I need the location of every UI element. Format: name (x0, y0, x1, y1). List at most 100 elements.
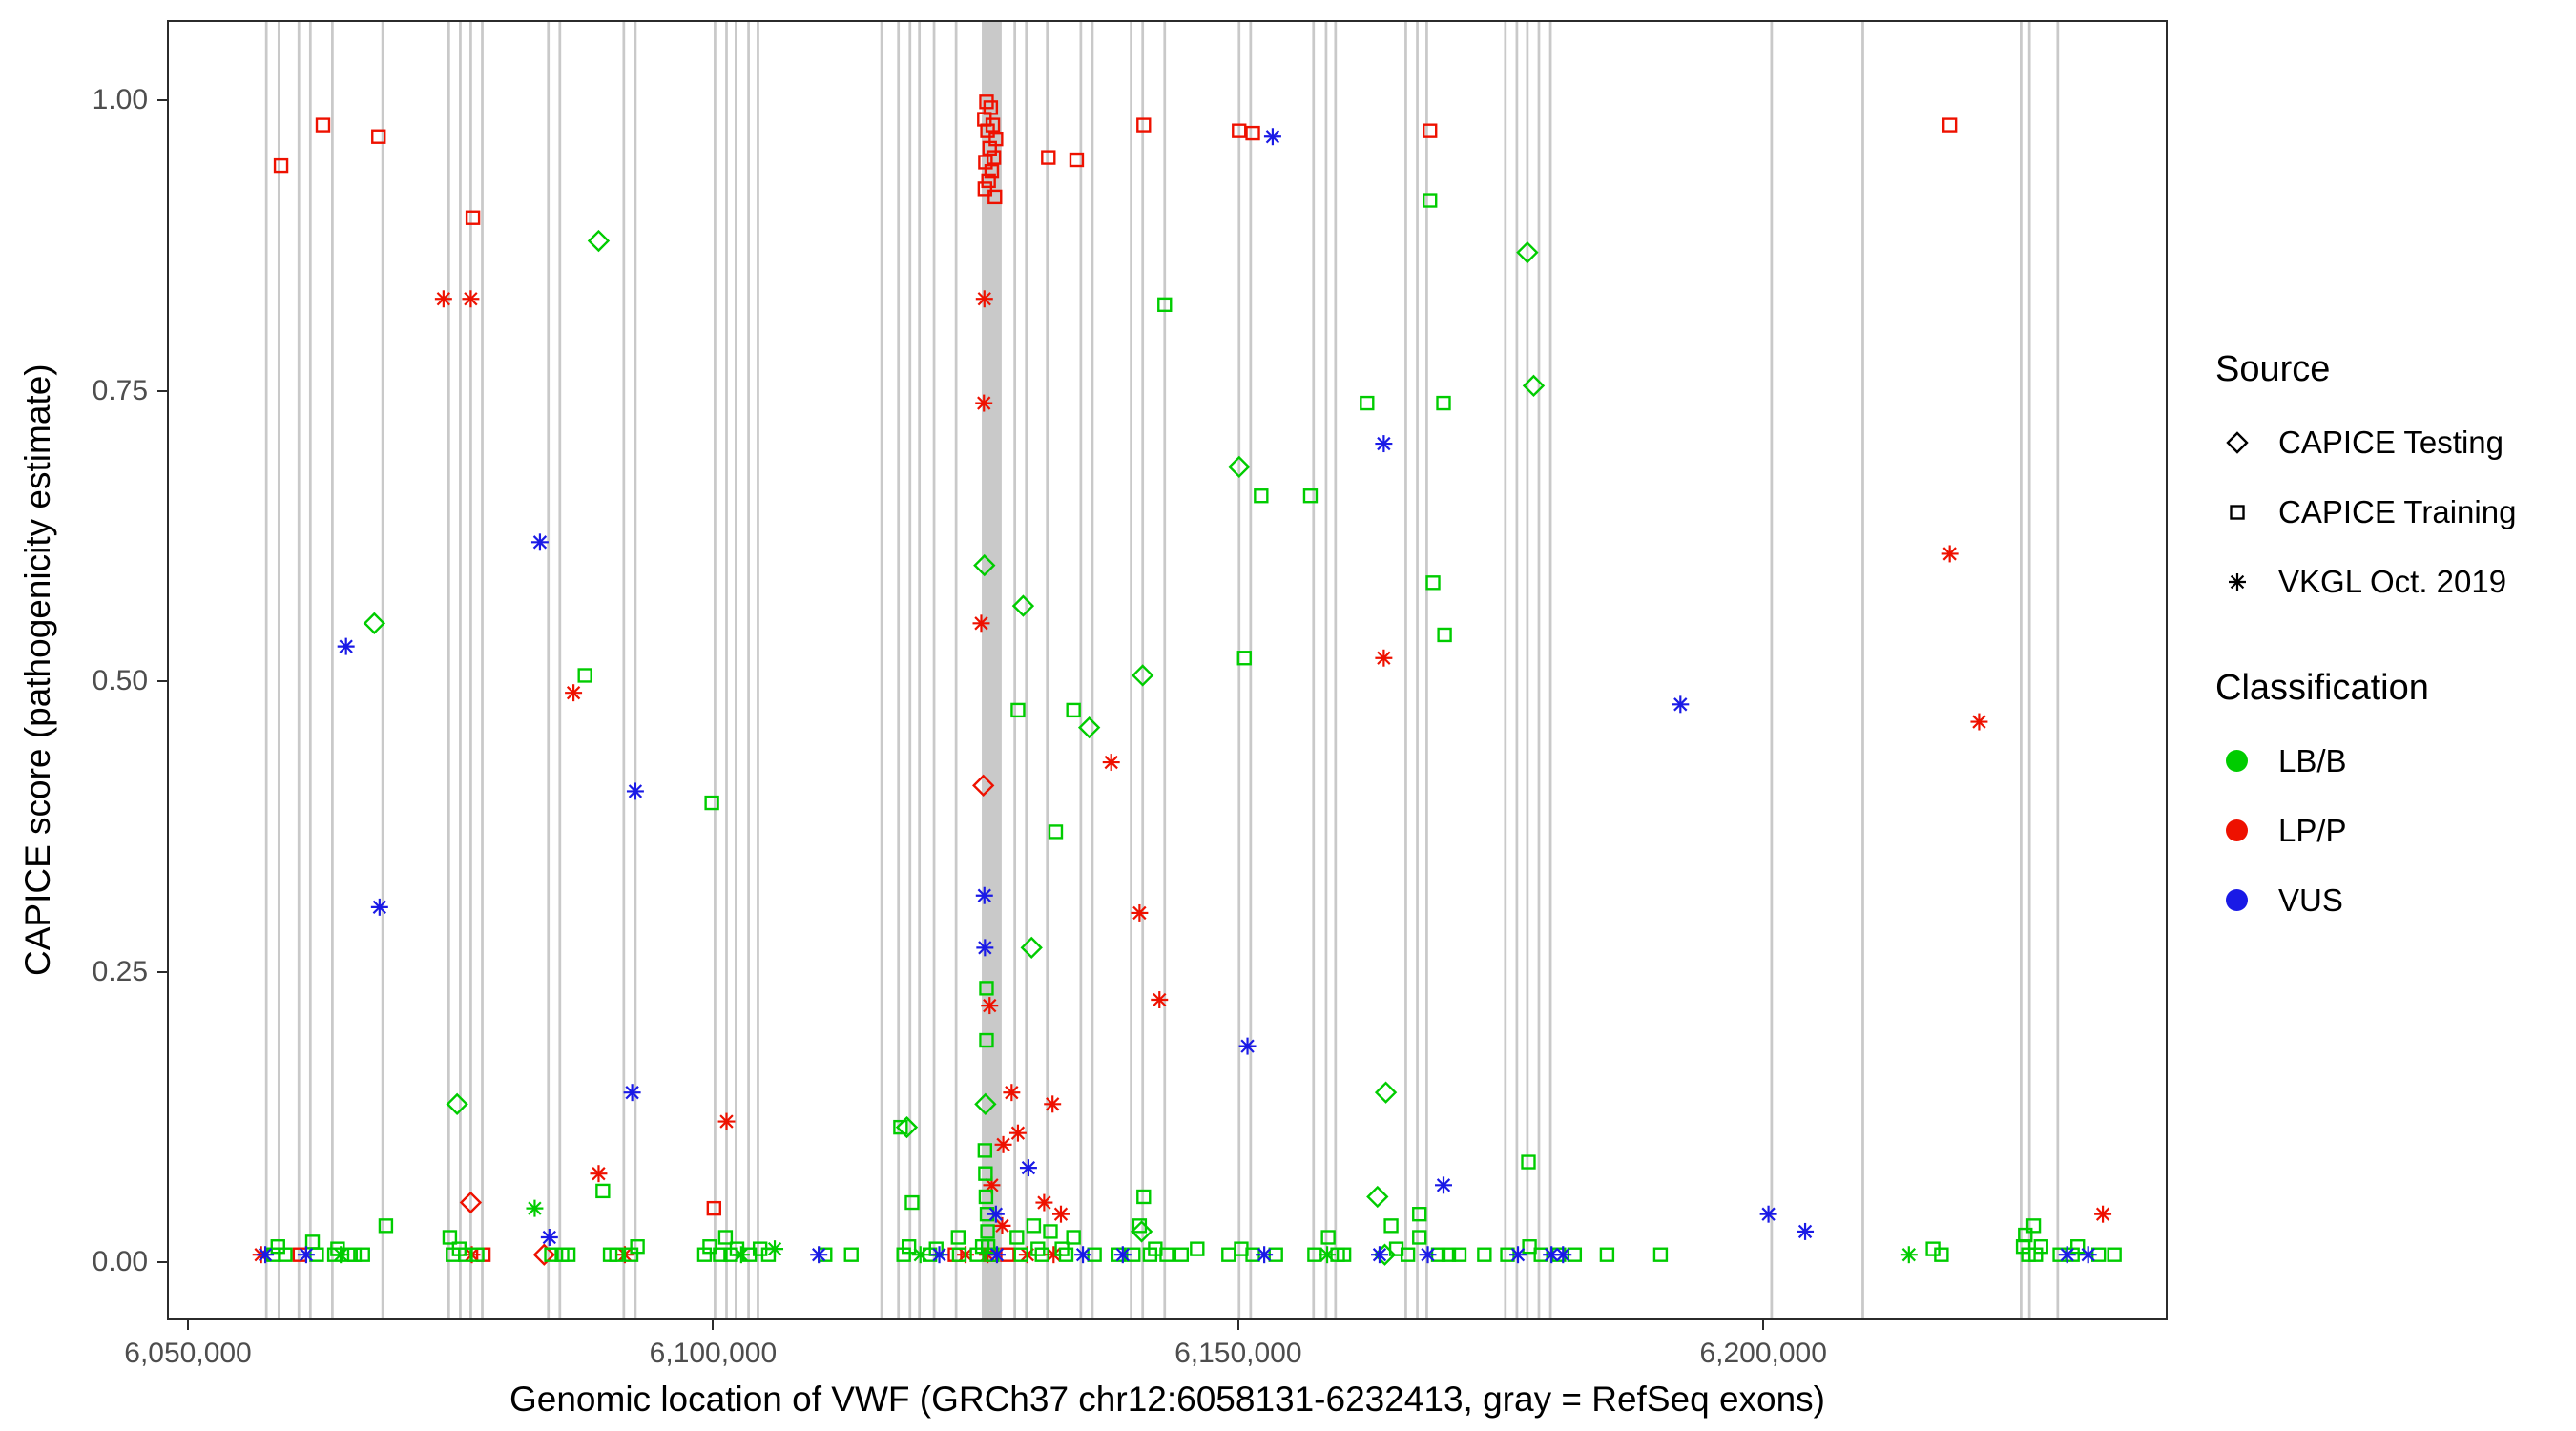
data-point (930, 1246, 948, 1264)
exon-band (277, 22, 280, 1318)
data-point (1066, 702, 1081, 718)
data-point (717, 1112, 736, 1130)
data-point (1900, 1246, 1918, 1264)
data-point (1374, 1081, 1398, 1104)
data-point (1263, 128, 1281, 146)
data-point (590, 1165, 608, 1183)
legend-item-vus: VUS (2215, 865, 2568, 935)
data-point (981, 173, 996, 189)
data-point (1010, 702, 1026, 718)
exon-band (1334, 22, 1338, 1318)
legend-item-label: CAPICE Training (2278, 493, 2517, 529)
data-point (1970, 713, 1988, 731)
exon-band (725, 22, 728, 1318)
data-point (337, 637, 355, 655)
exon-band (1141, 22, 1145, 1318)
data-point (1130, 1220, 1153, 1243)
data-point (978, 1166, 993, 1181)
exon-band (1861, 22, 1864, 1318)
data-point (434, 290, 452, 308)
data-point (297, 1246, 315, 1264)
data-point (630, 1239, 645, 1255)
data-point (1102, 754, 1120, 772)
data-point (2018, 1227, 2033, 1243)
exon-band (897, 22, 901, 1318)
data-point (1375, 649, 1393, 667)
data-point (706, 1200, 722, 1216)
data-point (810, 1246, 828, 1264)
data-point (1319, 1246, 1337, 1264)
data-point (904, 1194, 920, 1211)
exon-band (558, 22, 562, 1318)
data-point (2033, 1239, 2048, 1255)
exon-band (381, 22, 384, 1318)
data-point (1034, 1247, 1049, 1262)
data-point (2058, 1246, 2076, 1264)
exon-band (757, 22, 759, 1318)
exon-band (735, 22, 737, 1318)
data-point (532, 1243, 556, 1266)
exon-band (1163, 22, 1167, 1318)
data-point (1302, 488, 1319, 504)
exon-band (264, 22, 268, 1318)
data-point (2070, 1239, 2086, 1255)
data-point (623, 1084, 641, 1102)
exon-band (714, 22, 717, 1318)
data-point (1509, 1246, 1527, 1264)
data-point (1069, 152, 1085, 168)
legend-source-title: Source (2215, 349, 2331, 389)
data-point (1190, 1241, 1205, 1256)
data-point (1013, 1247, 1028, 1262)
data-point (1136, 1189, 1152, 1205)
data-point (1245, 125, 1260, 141)
exon-band (908, 22, 912, 1318)
data-point (378, 1218, 394, 1234)
plot-canvas (252, 22, 2122, 1318)
data-point (1320, 1230, 1336, 1245)
legend-item-lb-b: LB/B (2215, 726, 2568, 796)
data-point (951, 1247, 967, 1262)
exon-band (2027, 22, 2031, 1318)
exon-band (1312, 22, 1316, 1318)
diamond-icon (2226, 430, 2249, 454)
data-point (544, 1247, 559, 1262)
data-point (540, 1229, 558, 1246)
data-point (577, 668, 592, 683)
data-point (973, 553, 996, 577)
data-point (950, 1230, 966, 1245)
exon-band (308, 22, 312, 1318)
legend-item-capice-training: CAPICE Training (2215, 477, 2568, 547)
exon-band (1548, 22, 1552, 1318)
data-point (1375, 435, 1393, 453)
data-point (1132, 1218, 1148, 1234)
data-point (1221, 1247, 1236, 1262)
exon-band (622, 22, 626, 1318)
data-point (979, 981, 994, 996)
data-point (1009, 1230, 1025, 1245)
data-point (355, 1247, 370, 1262)
exon-band (918, 22, 922, 1318)
data-point (462, 290, 480, 308)
square-icon (2230, 504, 2245, 520)
y-tick-label: 0.50 (92, 665, 148, 697)
data-point (1383, 1218, 1399, 1234)
data-point (1435, 1176, 1452, 1194)
data-point (1941, 545, 1959, 563)
data-point (1419, 1246, 1437, 1264)
exon-band (481, 22, 484, 1318)
data-point (1043, 1224, 1058, 1239)
legend-classification-items: LB/B LP/P VUS (2215, 726, 2568, 935)
data-point (1256, 1246, 1274, 1264)
exon-band (1025, 22, 1028, 1318)
exon-band (297, 22, 301, 1318)
exon-band (1537, 22, 1541, 1318)
exon-band (447, 22, 450, 1318)
y-tick-mark (157, 680, 167, 683)
exon-band (1237, 22, 1241, 1318)
y-tick-label: 0.75 (92, 374, 148, 406)
exon-band (1770, 22, 1774, 1318)
data-point (526, 1199, 544, 1217)
data-point (974, 1092, 997, 1115)
data-point (1077, 716, 1101, 739)
